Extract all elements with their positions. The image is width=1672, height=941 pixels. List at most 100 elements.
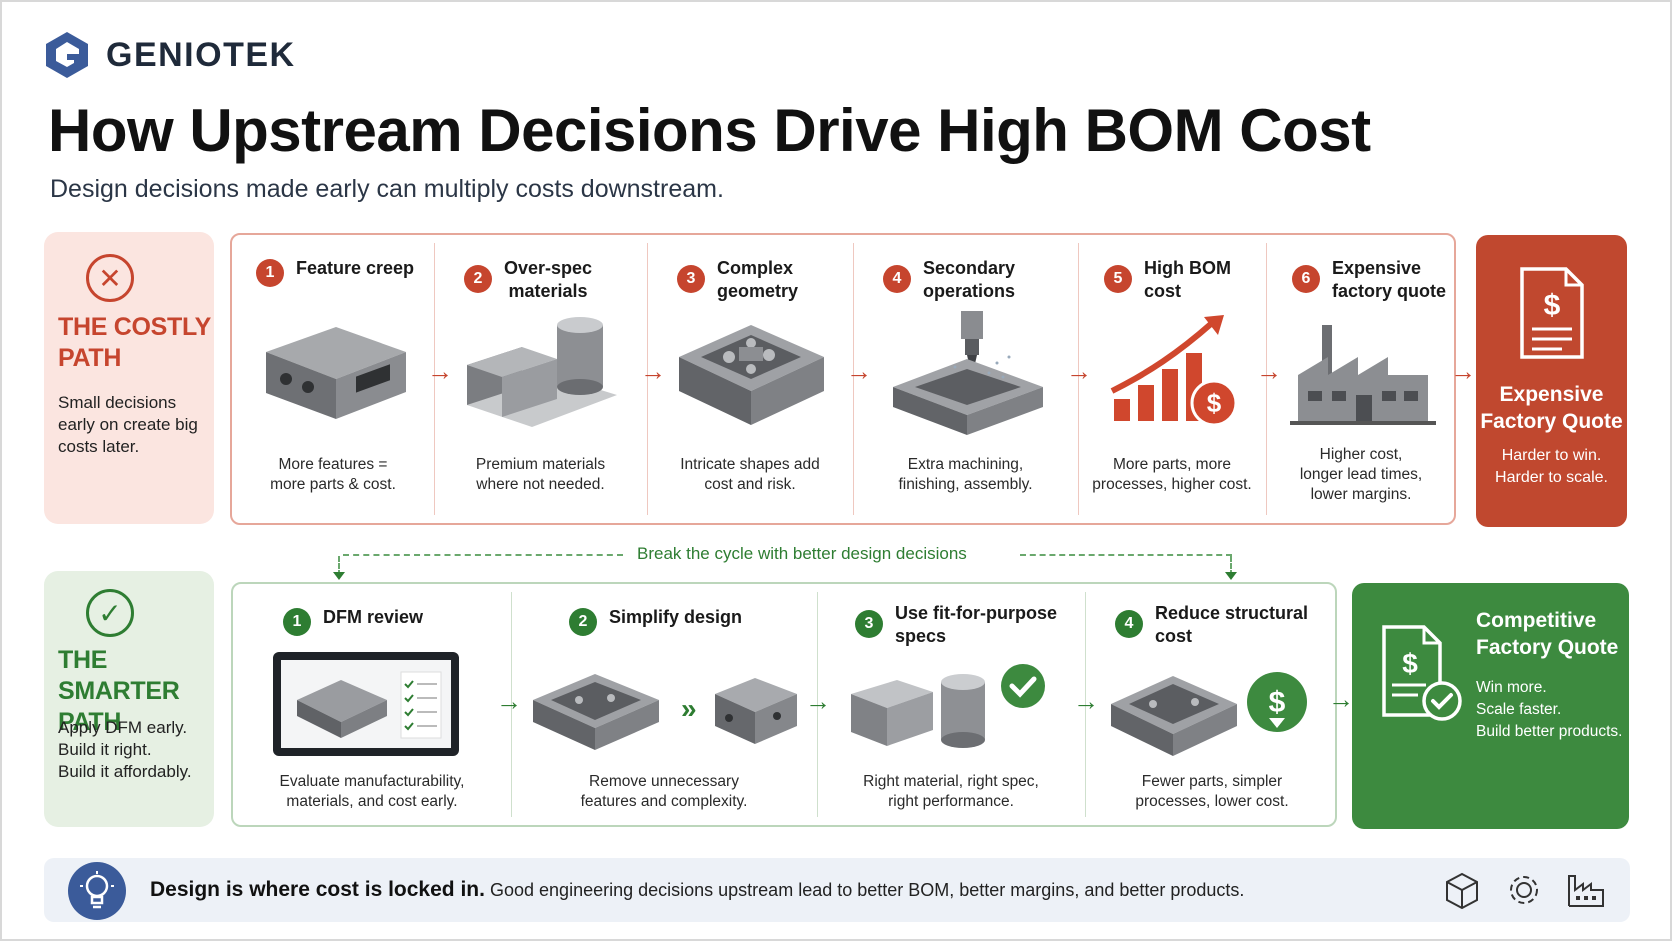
costly-step-3: 3 Complex geometry Intricate shapes add co…	[647, 235, 853, 523]
step-number: 3	[677, 265, 705, 293]
flow-arrow: →	[640, 356, 666, 386]
step-description: More parts, more processes, higher cost.	[1092, 456, 1252, 493]
step-header: 2 Over-spec materials	[464, 257, 592, 303]
step-description: Higher cost, longer lead times, lower marg…	[1299, 446, 1423, 503]
step-number: 5	[1104, 265, 1132, 293]
step-description: Fewer parts, simpler processes, lower cos…	[1135, 773, 1289, 810]
costly-step-1: 1 Feature creep More features = more part…	[232, 235, 434, 523]
footer-headline: Design is where cost is locked in.	[150, 878, 485, 901]
step-header: 3 Complex geometry	[677, 257, 798, 303]
costly-path-body: Small decisions early on create big cost…	[58, 393, 198, 456]
metal-stock-icon	[467, 317, 617, 427]
step-title: DFM review	[323, 607, 424, 627]
costly-step-4: 4 Secondary operations Extra machining, fi…	[853, 235, 1078, 523]
competitive-quote-card: $ Competitive Factory Quote Win more. Scal…	[1352, 583, 1629, 829]
check-circle-icon: ✓	[86, 589, 134, 637]
cost-down-icon: $	[1111, 672, 1307, 756]
result-body: Win more. Scale faster. Build better produ…	[1476, 679, 1623, 740]
step-header: 4 Secondary operations	[883, 257, 1015, 303]
rising-cost-icon: $	[1110, 315, 1238, 427]
flow-arrow: →	[496, 686, 522, 716]
milling-icon	[893, 311, 1043, 435]
svg-text:»: »	[681, 693, 697, 724]
step-title: Feature creep	[296, 258, 415, 278]
step-divider	[817, 592, 818, 817]
footer-banner: Design is where cost is locked in. Good …	[44, 858, 1630, 922]
smarter-steps-row: 1 DFM review Evaluate manufacturability,…	[231, 582, 1337, 827]
smarter-step-3: 3 Use fit-for-purpose specs Right materia…	[817, 584, 1085, 825]
step-description: Evaluate manufacturability, materials, an…	[279, 773, 465, 810]
step-header: 1 Feature creep	[256, 257, 414, 287]
step-description: Extra machining, finishing, assembly.	[898, 456, 1033, 493]
step-header: 3 Use fit-for-purpose specs	[855, 602, 1057, 648]
factory-icon	[1290, 325, 1436, 425]
cycle-dashed-drop-right	[1230, 556, 1232, 576]
smarter-step-4: 4 Reduce structural cost $ Fewer parts, s…	[1085, 584, 1339, 825]
flow-arrow: →	[1066, 356, 1092, 386]
step-header: 1 DFM review	[283, 606, 423, 636]
material-check-icon	[851, 664, 1045, 748]
step-number: 1	[283, 608, 311, 636]
step-title: Over-spec materials	[504, 258, 593, 301]
costly-step-6: 6 Expensive factory quote Higher cost, lon…	[1266, 235, 1456, 523]
smarter-step-1: 1 DFM review Evaluate manufacturability,…	[233, 584, 511, 825]
result-body: Harder to win. Harder to scale.	[1495, 447, 1608, 486]
step-header: 4 Reduce structural cost	[1115, 602, 1308, 648]
flow-arrow: →	[427, 356, 453, 386]
flow-arrow: →	[1256, 356, 1282, 386]
flow-arrow: →	[846, 356, 872, 386]
step-title: Complex geometry	[717, 258, 799, 301]
step-description: Intricate shapes add cost and risk.	[680, 456, 820, 493]
step-number: 4	[883, 265, 911, 293]
step-number: 2	[464, 265, 492, 293]
flow-arrow: →	[1073, 686, 1099, 716]
dfm-monitor-icon	[273, 652, 459, 756]
step-divider	[1078, 243, 1079, 515]
smarter-path-panel: ✓ THE SMARTER PATH Apply DFM early. Build…	[44, 571, 214, 827]
cube-icon	[1442, 870, 1482, 910]
machined-block-icon	[266, 327, 406, 419]
step-header: 2 Simplify design	[569, 606, 742, 636]
step-number: 3	[855, 610, 883, 638]
cycle-arrowhead	[333, 572, 345, 580]
step-header: 5 High BOM cost	[1104, 257, 1231, 303]
step-title: Use fit-for-purpose specs	[895, 603, 1057, 646]
svg-text:$: $	[1402, 648, 1418, 679]
geniotek-logo-icon	[46, 32, 88, 78]
step-number: 2	[569, 608, 597, 636]
result-title: Expensive Factory Quote	[1480, 383, 1623, 433]
flow-arrow: →	[1328, 684, 1354, 714]
svg-text:$: $	[1207, 388, 1222, 418]
expensive-quote-card: $ Expensive Factory Quote Harder to win. H…	[1476, 235, 1627, 527]
step-description: Remove unnecessary features and complexit…	[580, 773, 748, 810]
flow-arrow: →	[1450, 356, 1476, 386]
brand-name: GENIOTEK	[106, 35, 296, 74]
factory-outline-icon	[1566, 870, 1606, 910]
brand-logo: GENIOTEK	[44, 30, 296, 80]
cycle-arrowhead	[1225, 572, 1237, 580]
gear-icon	[1504, 870, 1544, 910]
step-divider	[511, 592, 512, 817]
costly-step-2: 2 Over-spec materials Premium materials wh…	[434, 235, 647, 523]
page-title: How Upstream Decisions Drive High BOM Co…	[48, 97, 1371, 164]
step-title: Reduce structural cost	[1155, 603, 1309, 646]
step-number: 4	[1115, 610, 1143, 638]
step-number: 1	[256, 259, 284, 287]
costly-path-panel: ✕ THE COSTLY PATH Small decisions early …	[44, 232, 214, 524]
step-divider	[1266, 243, 1267, 515]
costly-path-title: THE COSTLY PATH	[58, 313, 212, 372]
simplify-part-icon: »	[533, 674, 797, 750]
page-subtitle: Design decisions made early can multiply…	[50, 175, 724, 203]
step-divider	[853, 243, 854, 515]
step-title: Secondary operations	[923, 258, 1016, 301]
costly-step-5: 5 High BOM cost $ More parts, more process…	[1078, 235, 1266, 523]
step-divider	[647, 243, 648, 515]
step-description: Right material, right spec, right perform…	[863, 773, 1039, 810]
svg-text:$: $	[1544, 289, 1561, 322]
step-divider	[434, 243, 435, 515]
step-description: More features = more parts & cost.	[270, 456, 396, 493]
x-circle-icon: ✕	[86, 254, 134, 302]
step-header: 6 Expensive factory quote	[1292, 257, 1446, 303]
step-title: High BOM cost	[1144, 258, 1231, 301]
